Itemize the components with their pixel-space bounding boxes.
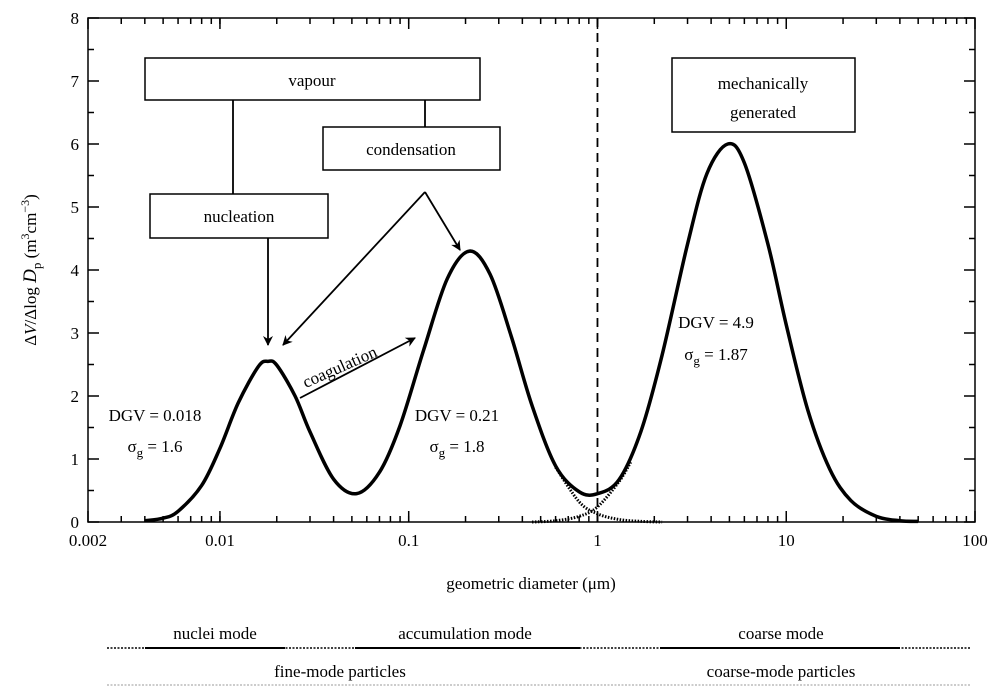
- mode-tail: [531, 461, 633, 524]
- y-tick-label: 6: [71, 135, 80, 154]
- x-tick-label: 100: [962, 531, 988, 550]
- y-label-part: cm: [21, 213, 40, 234]
- range-label: coarse-mode particles: [707, 662, 856, 681]
- sigma-sub: g: [137, 445, 144, 460]
- sigma-eq: = 1.87: [700, 345, 748, 364]
- y-tick-label: 5: [71, 198, 80, 217]
- x-tick-label: 10: [778, 531, 795, 550]
- arrow: [282, 191, 426, 346]
- range-label: nuclei mode: [173, 624, 257, 643]
- y-label-part: V: [21, 322, 40, 335]
- sigma: σ: [429, 437, 438, 456]
- mode-dgv: DGV = 0.018: [109, 406, 202, 425]
- y-label-part: (m: [21, 239, 40, 262]
- box: [144, 57, 481, 101]
- x-tick-label: 0.01: [205, 531, 235, 550]
- range-label: fine-mode particles: [274, 662, 406, 681]
- y-label-part: −3: [18, 200, 32, 213]
- y-tick-label: 4: [71, 261, 80, 280]
- y-label-part: p: [29, 263, 44, 270]
- y-tick-label: 3: [71, 324, 80, 343]
- sigma-sub: g: [439, 445, 446, 460]
- sigma: σ: [684, 345, 693, 364]
- arrow-label: coagulation: [300, 342, 381, 392]
- y-label-part: ): [21, 194, 40, 200]
- y-tick-label: 8: [71, 9, 80, 28]
- y-label-part: D: [20, 269, 41, 284]
- y-tick-label: 7: [71, 72, 80, 91]
- connectors: [232, 100, 461, 399]
- y-tick-label: 2: [71, 387, 80, 406]
- plot-layer: 0.002 0.01 0.1 1 10 100 0 1 2 3 4 5 6 7 8: [69, 9, 988, 550]
- mode-tail: [554, 466, 663, 524]
- x-tick-label: 0.1: [398, 531, 419, 550]
- mode-sigma: σg = 1.87: [684, 345, 748, 368]
- y-label-part: Δ: [21, 335, 40, 346]
- box: [149, 193, 329, 239]
- sigma: σ: [127, 437, 136, 456]
- y-label-part: /Δlog: [21, 283, 40, 325]
- mode-sigma: σg = 1.6: [127, 437, 182, 460]
- range-label: coarse mode: [738, 624, 823, 643]
- arrow: [299, 337, 416, 399]
- range-label: accumulation mode: [398, 624, 532, 643]
- box-label: generated: [730, 103, 797, 122]
- y-label-part: 3: [18, 233, 32, 239]
- box-label: condensation: [366, 140, 456, 159]
- box: [322, 126, 501, 171]
- mode-sigma: σg = 1.8: [429, 437, 484, 460]
- box-label: nucleation: [204, 207, 275, 226]
- arrow: [424, 191, 461, 251]
- mode-dgv: DGV = 0.21: [415, 406, 499, 425]
- y-axis-label: ΔV/Δlog Dp (m3cm−3): [18, 194, 44, 346]
- mode-dgv: DGV = 4.9: [678, 313, 754, 332]
- box-label: mechanically: [718, 74, 809, 93]
- distribution-curve: [144, 141, 919, 524]
- sigma-sub: g: [693, 353, 700, 368]
- sigma-eq: = 1.6: [143, 437, 182, 456]
- x-axis-label: geometric diameter (μm): [446, 574, 616, 593]
- x-tick-label: 0.002: [69, 531, 107, 550]
- x-tick-label: 1: [593, 531, 602, 550]
- box: [671, 57, 856, 133]
- sigma-eq: = 1.8: [445, 437, 484, 456]
- y-tick-label: 0: [71, 513, 80, 532]
- range-bars: [107, 647, 970, 686]
- box-label: vapour: [288, 71, 336, 90]
- y-tick-label: 1: [71, 450, 80, 469]
